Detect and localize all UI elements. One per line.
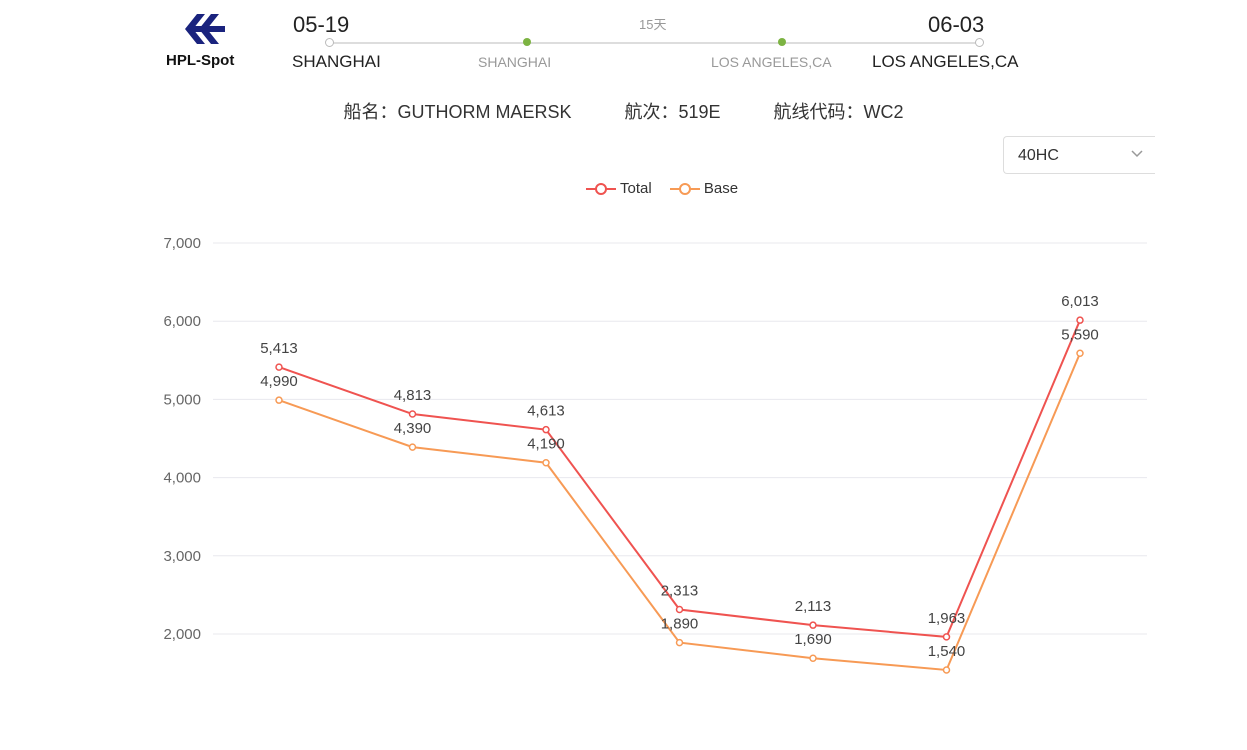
legend-base-line-icon (669, 183, 700, 196)
data-label-total: 1,963 (928, 610, 966, 627)
destination-dot (975, 38, 984, 47)
data-point-total (942, 633, 951, 641)
arrive-date: 06-03 (928, 12, 985, 37)
dest-terminal: LOS ANGELES,CA (711, 54, 832, 70)
data-point-base (1076, 349, 1084, 358)
depart-date: 05-19 (293, 12, 350, 37)
legend-item-total[interactable]: Total (586, 180, 652, 197)
data-label-total: 4,613 (527, 403, 565, 420)
service-code: WC2 (863, 102, 904, 122)
legend-total-line-icon (586, 183, 616, 196)
data-label-base: 4,190 (527, 436, 565, 453)
data-point-total (275, 363, 283, 371)
y-tick-label: 6,000 (163, 313, 201, 330)
data-point-total (1076, 316, 1084, 324)
y-tick-label: 5,000 (163, 391, 201, 408)
data-point-base (275, 396, 283, 404)
y-tick-label: 7,000 (163, 235, 201, 252)
data-label-base: 4,390 (394, 420, 432, 437)
brand-logo: HPL-Spot (166, 12, 252, 72)
data-label-base: 1,540 (928, 643, 966, 660)
data-point-base (942, 666, 951, 674)
data-point-total (809, 621, 817, 629)
data-label-total: 2,113 (795, 598, 831, 615)
data-label-total: 6,013 (1061, 293, 1099, 310)
dest-terminal-dot (778, 38, 786, 46)
legend-total-label: Total (620, 180, 652, 197)
data-point-total (675, 605, 684, 614)
container-type-select[interactable]: 40HC (1003, 136, 1155, 174)
voyage-number: 519E (678, 102, 721, 122)
data-label-total: 2,313 (661, 583, 699, 600)
data-point-total (542, 425, 550, 434)
y-tick-label: 3,000 (163, 548, 201, 565)
data-label-base: 1,890 (661, 616, 699, 633)
data-point-base (542, 458, 550, 467)
origin-port: SHANGHAI (292, 52, 381, 71)
ship-name: GUTHORM MAERSK (397, 102, 572, 122)
data-label-base: 4,990 (260, 373, 298, 390)
data-point-base (408, 443, 417, 451)
data-point-base (675, 638, 684, 647)
legend-base-label: Base (703, 180, 739, 197)
data-label-total: 5,413 (260, 340, 298, 357)
route-track-line (329, 42, 979, 44)
legend-item-base[interactable]: Base (669, 180, 739, 197)
origin-terminal: SHANGHAI (478, 54, 552, 70)
hapag-logo-icon (185, 14, 225, 44)
chevron-down-icon (1131, 150, 1143, 158)
container-type-value: 40HC (1018, 147, 1059, 164)
destination-port: LOS ANGELES,CA (872, 52, 1019, 71)
chart-legend: Total Base (586, 180, 752, 197)
data-label-base: 1,690 (794, 631, 832, 648)
origin-dot (325, 38, 334, 47)
data-point-total (408, 410, 417, 418)
transit-duration: 15天 (639, 17, 667, 32)
data-point-base (809, 654, 817, 662)
route-timeline: 05-19 06-03 15天 SHANGHAI SHANGHAI LOS AN… (290, 0, 1050, 80)
origin-terminal-dot (523, 38, 531, 46)
ship-label: 船名： (343, 102, 398, 122)
y-tick-label: 4,000 (163, 470, 201, 487)
y-tick-label: 2,000 (163, 626, 201, 643)
service-label: 航线代码： (773, 102, 864, 122)
data-label-total: 4,813 (394, 387, 432, 404)
voyage-label: 航次： (624, 102, 679, 122)
data-label-base: 5,590 (1061, 326, 1099, 343)
vessel-info: 船名：GUTHORM MAERSK 航次：519E 航线代码：WC2 (0, 98, 1247, 124)
brand-logo-text: HPL-Spot (166, 52, 235, 69)
